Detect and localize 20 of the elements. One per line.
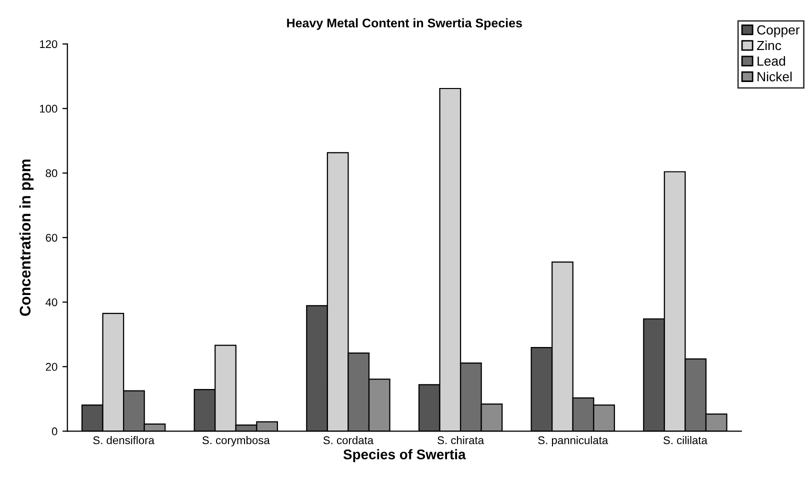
x-tick-label: S. densiflora	[93, 436, 154, 444]
x-axis-title: Species of Swertia	[343, 449, 466, 462]
x-tick-label: S. cililata	[663, 436, 708, 444]
x-tick-label: S. cordata	[323, 436, 374, 444]
y-axis-title: Concentration in ppm	[19, 160, 34, 316]
y-tick-label: 80	[46, 169, 58, 178]
y-tick-label: 60	[46, 234, 58, 242]
y-tick-label: 20	[46, 362, 58, 371]
legend-label: Lead	[758, 56, 786, 66]
y-tick-label: 40	[46, 298, 58, 306]
legend-label: Copper	[757, 25, 800, 38]
y-tick-label: 120	[40, 40, 58, 48]
legend-label: Zinc	[756, 40, 782, 50]
y-tick-label: 100	[40, 104, 58, 113]
x-tick-label: S. chirata	[438, 436, 484, 444]
x-tick-label: S. panniculata	[538, 436, 608, 446]
x-tick-label: S. corymbosa	[202, 436, 270, 446]
chart-title: Heavy Metal Content in Swertia Species	[287, 18, 522, 30]
legend-label: Nickel	[758, 72, 792, 82]
y-tick-label: 0	[52, 427, 58, 436]
